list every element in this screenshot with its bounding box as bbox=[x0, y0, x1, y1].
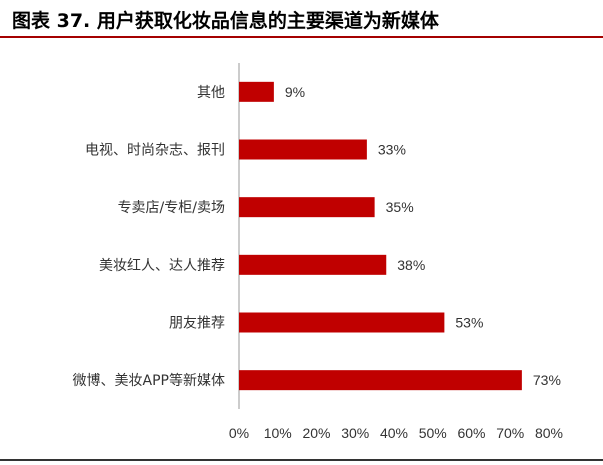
x-tick-label: 80% bbox=[535, 425, 563, 441]
bottom-rule bbox=[0, 459, 603, 461]
x-tick-label: 50% bbox=[419, 425, 447, 441]
x-tick-label: 20% bbox=[302, 425, 330, 441]
bar bbox=[239, 139, 367, 160]
category-label: 电视、时尚杂志、报刊 bbox=[85, 143, 225, 159]
bar bbox=[239, 370, 522, 391]
category-label: 专卖店/专柜/卖场 bbox=[118, 200, 225, 216]
x-tick-label: 40% bbox=[380, 425, 408, 441]
value-label: 73% bbox=[533, 372, 561, 388]
bar bbox=[239, 254, 387, 275]
value-label: 33% bbox=[378, 142, 406, 158]
value-label: 35% bbox=[386, 199, 414, 215]
category-label: 朋友推荐 bbox=[169, 316, 225, 332]
title-rule bbox=[0, 36, 603, 38]
value-label: 9% bbox=[285, 84, 305, 100]
value-label: 38% bbox=[397, 257, 425, 273]
category-label: 其他 bbox=[197, 85, 225, 101]
chart-title: 图表 37. 用户获取化妆品信息的主要渠道为新媒体 bbox=[12, 10, 439, 32]
x-tick-label: 0% bbox=[229, 425, 249, 441]
bar bbox=[239, 197, 375, 218]
bar bbox=[239, 312, 445, 333]
category-label: 微博、美妆APP等新媒体 bbox=[73, 372, 225, 389]
value-label: 53% bbox=[455, 315, 483, 331]
x-tick-label: 70% bbox=[496, 425, 524, 441]
x-tick-label: 60% bbox=[457, 425, 485, 441]
x-tick-label: 10% bbox=[264, 425, 292, 441]
bar bbox=[239, 81, 274, 102]
category-label: 美妆红人、达人推荐 bbox=[99, 258, 225, 274]
x-tick-label: 30% bbox=[341, 425, 369, 441]
